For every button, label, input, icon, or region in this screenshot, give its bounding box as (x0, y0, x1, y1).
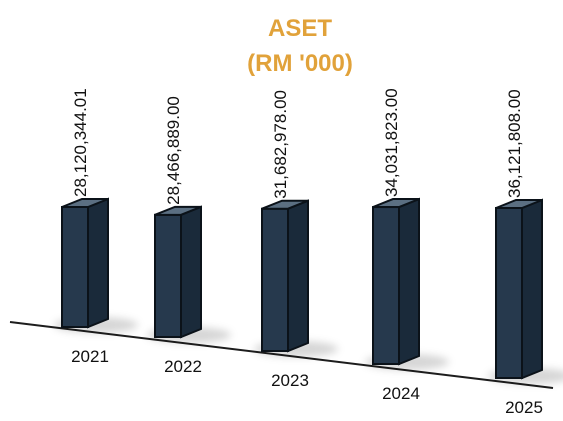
category-label: 2025 (505, 398, 543, 417)
bar-top (61, 198, 109, 208)
value-label: 34,031,823.00 (382, 88, 401, 197)
category-label: 2024 (382, 384, 420, 403)
bar-front (61, 206, 89, 328)
bar-front (154, 213, 182, 338)
value-label: 31,682,978.00 (271, 90, 290, 199)
value-label: 28,466,889.00 (164, 96, 183, 205)
bar-top (261, 199, 309, 210)
bar-front (372, 206, 400, 365)
value-label: 36,121,808.00 (505, 89, 524, 198)
category-label: 2022 (164, 357, 202, 376)
bar-side (180, 205, 202, 339)
bar-side (287, 199, 309, 353)
bar-front (261, 207, 289, 352)
bar-top (154, 205, 202, 216)
bar-front (495, 207, 523, 379)
chart-title: ASET (268, 15, 332, 42)
bar-side (87, 197, 109, 329)
chart-subtitle: (RM '000) (247, 50, 353, 77)
bars-layer (54, 197, 563, 384)
bar-top (495, 199, 543, 209)
labels-layer: 28,120,344.01 2021 28,466,889.00 2022 31,682… (71, 88, 543, 417)
category-label: 2021 (71, 347, 109, 366)
value-label: 28,120,344.01 (71, 88, 90, 197)
bar-side (398, 197, 420, 366)
bar-side (521, 198, 543, 380)
bar-top (372, 198, 420, 209)
category-label: 2023 (271, 371, 309, 390)
